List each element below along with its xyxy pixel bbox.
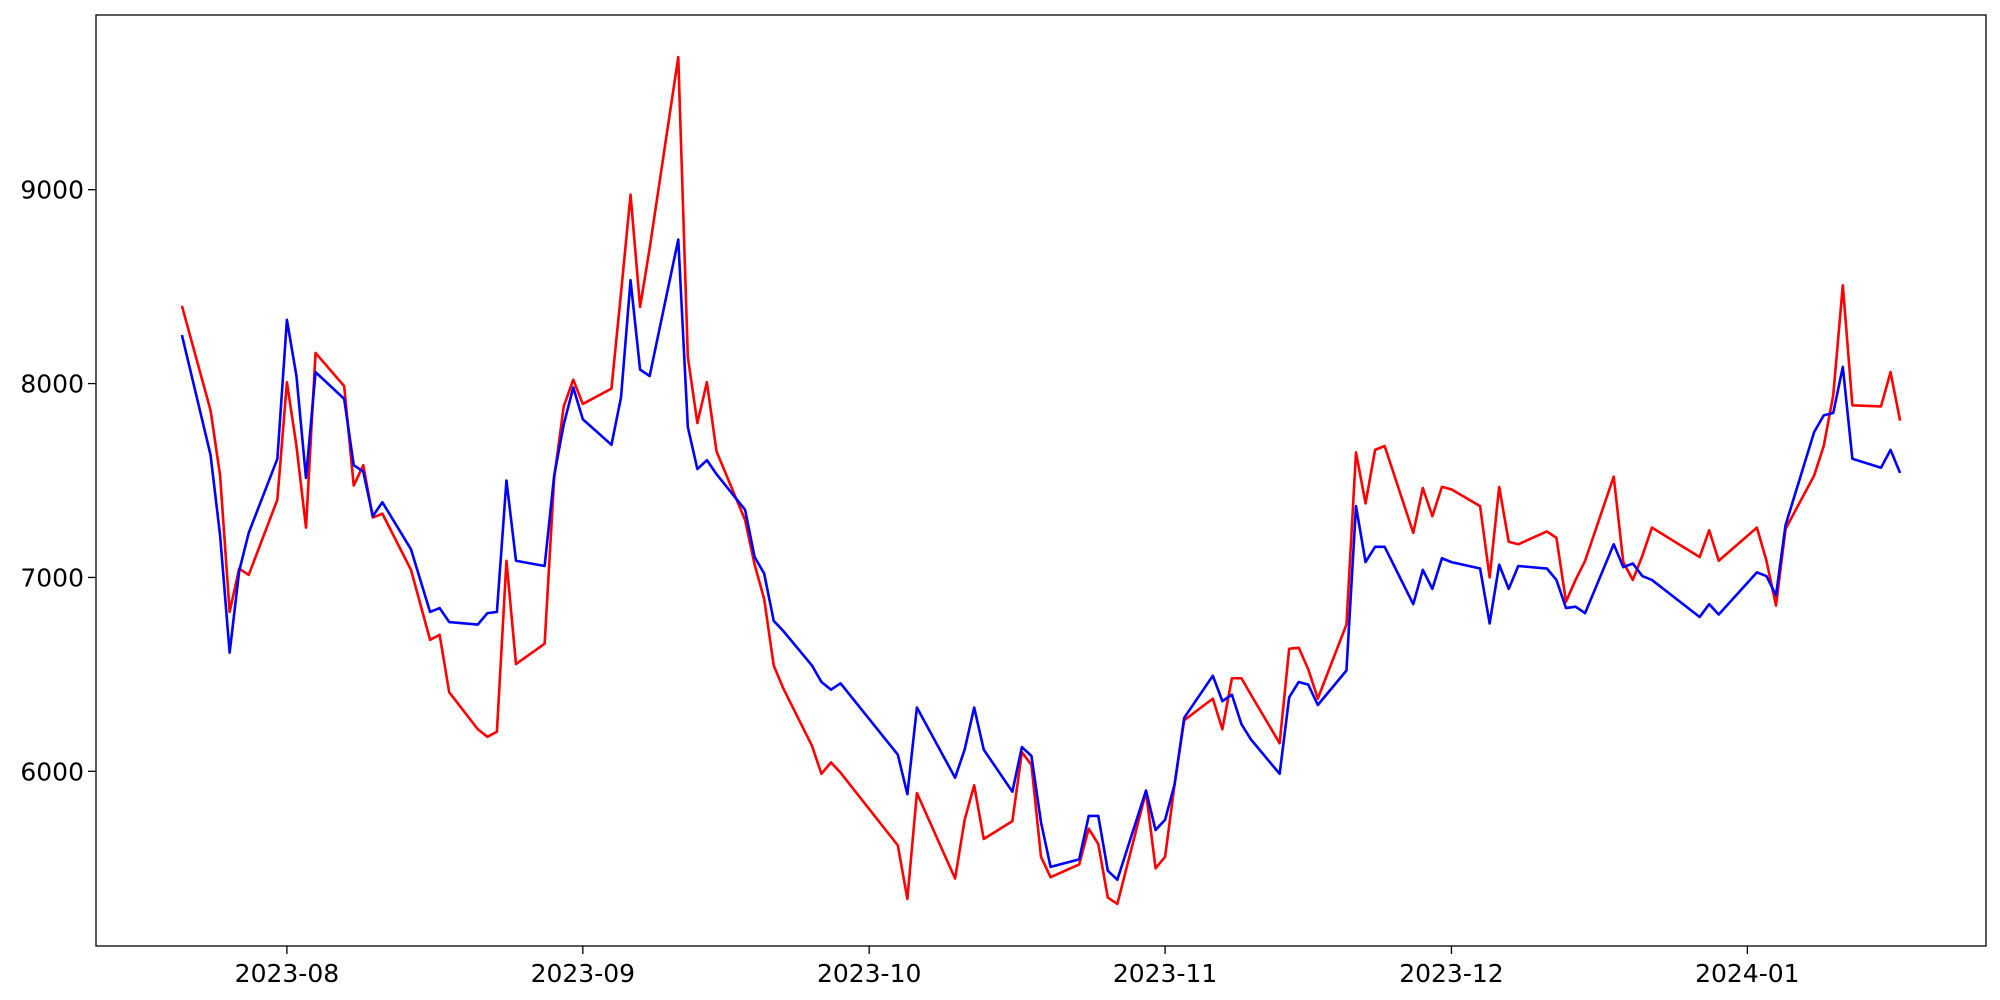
- x-tick-label: 2023-10: [817, 959, 921, 988]
- y-tick-label: 6000: [20, 757, 84, 786]
- x-tick-label: 2023-09: [531, 959, 635, 988]
- y-tick-label: 9000: [20, 176, 84, 205]
- x-tick-label: 2023-11: [1113, 959, 1217, 988]
- series-line: [180, 55, 1902, 906]
- y-tick-label: 8000: [20, 370, 84, 399]
- x-tick-label: 2024-01: [1695, 959, 1799, 988]
- y-tick-label: 7000: [20, 563, 84, 592]
- plot-frame: [95, 14, 1987, 947]
- x-tick-label: 2023-12: [1399, 959, 1503, 988]
- x-tick-label: 2023-08: [235, 959, 339, 988]
- series-line: [180, 238, 1902, 881]
